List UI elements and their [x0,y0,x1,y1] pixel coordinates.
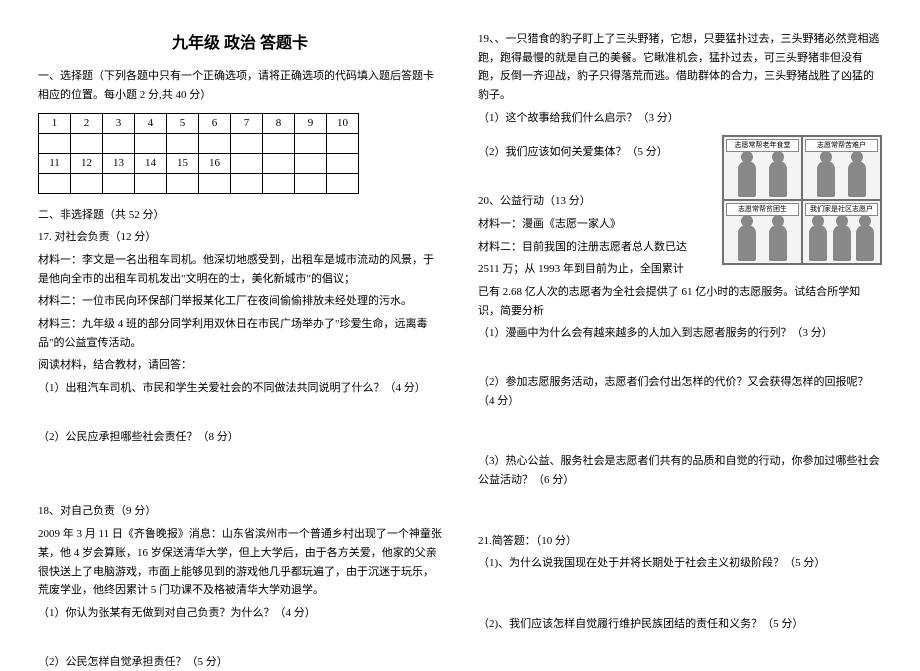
cell: 6 [199,113,231,133]
q17-head: 17. 对社会负责（12 分） [38,228,442,247]
cell: 13 [103,153,135,173]
q17-m2: 材料二：一位市民向环保部门举报某化工厂在夜间偷偷排放未经处理的污水。 [38,292,442,311]
cell: 11 [39,153,71,173]
blank-space [478,494,882,520]
q17-read: 阅读材料，结合教材，请回答： [38,356,442,375]
cell: 16 [199,153,231,173]
q19-sub1: （1）这个故事给我们什么启示？（3 分） [478,109,882,128]
cell [39,173,71,193]
page-root: 九年级 政治 答题卡 一、选择题（下列各题中只有一个正确选项，请将正确选项的代码… [0,0,920,650]
blank-space [478,520,882,532]
comic-cell-3: 志愿常帮贫困生 [723,200,802,264]
cell [263,173,295,193]
blank-space [38,476,442,502]
table-row: 1 2 3 4 5 6 7 8 9 10 [39,113,359,133]
cell [135,173,167,193]
cell [231,153,263,173]
q20-sub1: （1）漫画中为什么会有越来越多的人加入到志愿者服务的行列？（3 分） [478,324,882,343]
cell: 2 [71,113,103,133]
left-column: 九年级 政治 答题卡 一、选择题（下列各题中只有一个正确选项，请将正确选项的代码… [20,30,460,630]
cell [199,133,231,153]
cell: 15 [167,153,199,173]
cell [167,173,199,193]
comic-figure [724,225,801,261]
cell: 14 [135,153,167,173]
q18-head: 18、对自己负责（9 分） [38,502,442,521]
cell: 10 [327,113,359,133]
cell [295,153,327,173]
blank-space [478,577,882,603]
cell: 12 [71,153,103,173]
cell [327,133,359,153]
right-column: 19、、一只猎食的豹子盯上了三头野猪，它想，只要猛扑过去，三头野猪必然竞相逃跑，… [460,30,900,630]
cell [295,173,327,193]
section1-head: 一、选择题（下列各题中只有一个正确选项，请将正确选项的代码填入题后答题卡相应的位… [38,67,442,104]
comic-figure [803,161,880,197]
cell: 4 [135,113,167,133]
cell [199,173,231,193]
blank-space [478,347,882,373]
blank-space [38,627,442,653]
cell [327,173,359,193]
table-row [39,173,359,193]
doc-title: 九年级 政治 答题卡 [38,30,442,57]
q20-m2c: 已有 2.68 亿人次的志愿者为全社会提供了 61 亿小时的志愿服务。试结合所学… [478,283,882,320]
cell [327,153,359,173]
blank-space [38,450,442,476]
q20-sub2: （2）参加志愿服务活动，志愿者们会付出怎样的代价？又会获得怎样的回报呢？（4 分… [478,373,882,410]
comic-cell-2: 志愿常帮苦难户 [802,136,881,200]
cell: 8 [263,113,295,133]
comic-row: 志愿常帮贫困生 我们家是社区志愿户 [723,200,881,264]
comic-caption: 我们家是社区志愿户 [805,203,878,215]
comic-caption: 志愿常帮苦难户 [805,139,878,151]
q17-m1: 材料一：李文是一名出租车司机。他深切地感受到，出租车是城市流动的风景，于是他向全… [38,251,442,288]
cell: 7 [231,113,263,133]
comic-cell-4: 我们家是社区志愿户 [802,200,881,264]
comic-panel: 志愿常帮老年食堂 志愿常帮苦难户 志愿常帮贫困生 我们家是社区志愿户 [722,135,882,265]
q19-head: 19、、一只猎食的豹子盯上了三头野猪，它想，只要猛扑过去，三头野猪必然竞相逃跑，… [478,30,882,105]
cell: 1 [39,113,71,133]
comic-caption: 志愿常帮贫困生 [726,203,799,215]
cell [167,133,199,153]
q20-sub3: （3）热心公益、服务社会是志愿者们共有的品质和自觉的行动，你参加过哪些社会公益活… [478,452,882,489]
cell [71,133,103,153]
comic-caption: 志愿常帮老年食堂 [726,139,799,151]
table-row [39,133,359,153]
comic-cell-1: 志愿常帮老年食堂 [723,136,802,200]
cell [39,133,71,153]
table-row: 11 12 13 14 15 16 [39,153,359,173]
blank-space [478,440,882,452]
cell: 9 [295,113,327,133]
cell [263,133,295,153]
blank-space [38,402,442,428]
q17-sub1: （1）出租汽车司机、市民和学生关爱社会的不同做法共同说明了什么？（4 分） [38,379,442,398]
comic-row: 志愿常帮老年食堂 志愿常帮苦难户 [723,136,881,200]
q21-head: 21.简答题：（10 分） [478,532,882,551]
cell [103,133,135,153]
q21-sub1: （1)、为什么说我国现在处于并将长期处于社会主义初级阶段？（5 分） [478,554,882,573]
section2-head: 二、非选择题（共 52 分） [38,206,442,225]
cell [295,133,327,153]
blank-space [478,414,882,440]
q17-m3: 材料三：九年级 4 班的部分同学利用双休日在市民广场举办了"珍爱生命，远离毒品"… [38,315,442,352]
cell: 3 [103,113,135,133]
cell [231,133,263,153]
q21-sub2: （2)、我们应该怎样自觉履行维护民族团结的责任和义务？（5 分） [478,615,882,634]
q18-body: 2009 年 3 月 11 日《齐鲁晚报》消息：山东省滨州市一个普通乡村出现了一… [38,525,442,600]
cell [263,153,295,173]
cell [103,173,135,193]
cell [231,173,263,193]
q18-sub1: （1）你认为张某有无做到对自己负责？为什么？（4 分） [38,604,442,623]
q18-sub2: （2）公民怎样自觉承担责任？（5 分） [38,653,442,671]
q17-sub2: （2）公民应承担哪些社会责任？（8 分） [38,428,442,447]
cell [135,133,167,153]
cell [71,173,103,193]
cell: 5 [167,113,199,133]
comic-figure [803,225,880,261]
comic-figure [724,161,801,197]
answer-table: 1 2 3 4 5 6 7 8 9 10 11 12 13 14 15 [38,113,359,194]
blank-space [478,603,882,615]
